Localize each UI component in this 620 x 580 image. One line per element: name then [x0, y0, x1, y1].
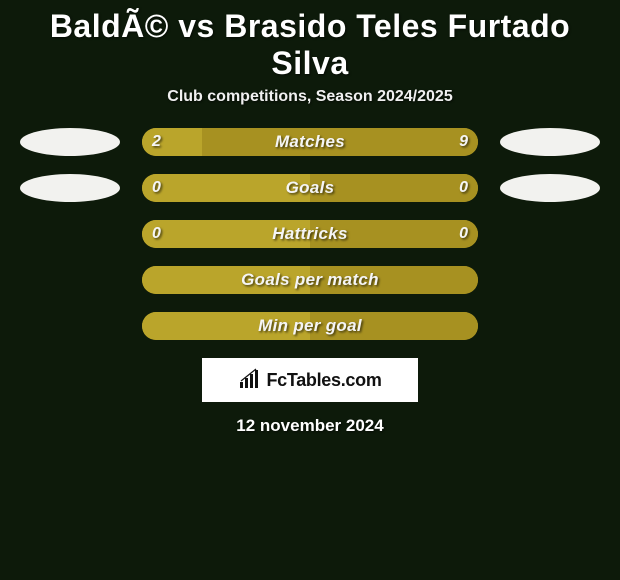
comparison-widget: BaldÃ© vs Brasido Teles Furtado Silva Cl…: [0, 0, 620, 436]
stat-label: Goals: [142, 174, 478, 202]
page-title: BaldÃ© vs Brasido Teles Furtado Silva: [0, 4, 620, 88]
brand-inner: FcTables.com: [238, 368, 381, 392]
stat-label: Matches: [142, 128, 478, 156]
brand-text: FcTables.com: [266, 370, 381, 391]
stat-row: 29Matches: [0, 128, 620, 156]
stat-bar: 00Hattricks: [142, 220, 478, 248]
player-right-ellipse: [500, 312, 600, 340]
brand-badge[interactable]: FcTables.com: [202, 358, 418, 402]
stat-label: Goals per match: [142, 266, 478, 294]
stat-label: Min per goal: [142, 312, 478, 340]
player-left-ellipse: [20, 312, 120, 340]
player-right-ellipse: [500, 128, 600, 156]
player-right-ellipse: [500, 220, 600, 248]
player-left-ellipse: [20, 266, 120, 294]
stat-bar: Goals per match: [142, 266, 478, 294]
stat-bar: 00Goals: [142, 174, 478, 202]
stat-label: Hattricks: [142, 220, 478, 248]
stat-bar: 29Matches: [142, 128, 478, 156]
stat-rows: 29Matches 00Goals 00Hattricks Goals per mat…: [0, 128, 620, 340]
player-left-ellipse: [20, 220, 120, 248]
stat-row: 00Hattricks: [0, 220, 620, 248]
stat-bar: Min per goal: [142, 312, 478, 340]
player-left-ellipse: [20, 174, 120, 202]
stat-row: 00Goals: [0, 174, 620, 202]
stat-row: Min per goal: [0, 312, 620, 340]
stat-row: Goals per match: [0, 266, 620, 294]
player-right-ellipse: [500, 266, 600, 294]
date-text: 12 november 2024: [0, 416, 620, 436]
player-right-ellipse: [500, 174, 600, 202]
player-left-ellipse: [20, 128, 120, 156]
page-subtitle: Club competitions, Season 2024/2025: [0, 88, 620, 106]
bar-chart-icon: [238, 368, 262, 392]
